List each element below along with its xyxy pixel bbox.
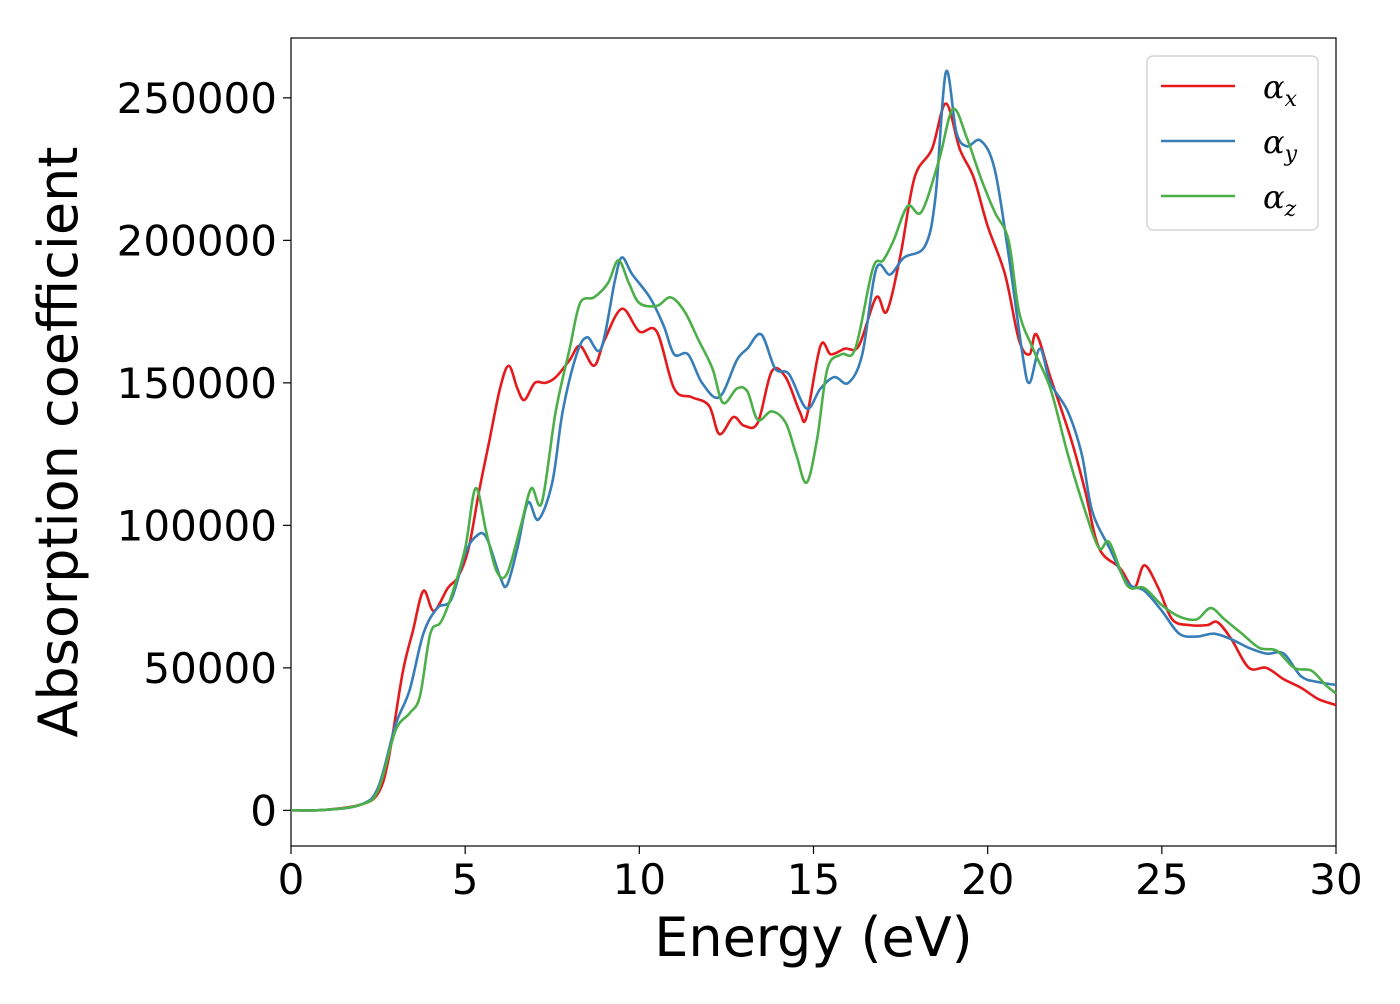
legend-label-y: αy [1263, 123, 1298, 167]
x-tick-label: 5 [452, 855, 479, 904]
y-axis-title: Absorption coefficient [27, 147, 90, 738]
x-tick-label: 30 [1309, 855, 1362, 904]
legend-box [1146, 55, 1319, 231]
legend: αx αy αz [1146, 55, 1319, 231]
x-tick-label: 0 [278, 855, 305, 904]
series-layer [290, 69, 1337, 812]
y-tick-label: 0 [250, 786, 277, 835]
x-axis: 0 5 10 15 20 25 30 [278, 846, 1363, 904]
x-tick-label: 20 [961, 855, 1014, 904]
legend-label-z: αz [1263, 178, 1297, 222]
x-tick-label: 10 [613, 855, 666, 904]
y-tick-label: 50000 [143, 644, 277, 693]
x-tick-label: 15 [787, 855, 840, 904]
series-line-x [290, 102, 1337, 812]
legend-label-x: αx [1263, 68, 1298, 112]
y-tick-label: 150000 [117, 359, 277, 408]
y-tick-label: 200000 [117, 216, 277, 265]
y-tick-label: 250000 [117, 74, 277, 123]
series-line-z [290, 107, 1337, 812]
y-axis: 0 50000 100000 150000 200000 250000 [117, 74, 291, 835]
x-tick-label: 25 [1135, 855, 1188, 904]
y-tick-label: 100000 [117, 501, 277, 550]
x-axis-title: Energy (eV) [654, 906, 973, 969]
